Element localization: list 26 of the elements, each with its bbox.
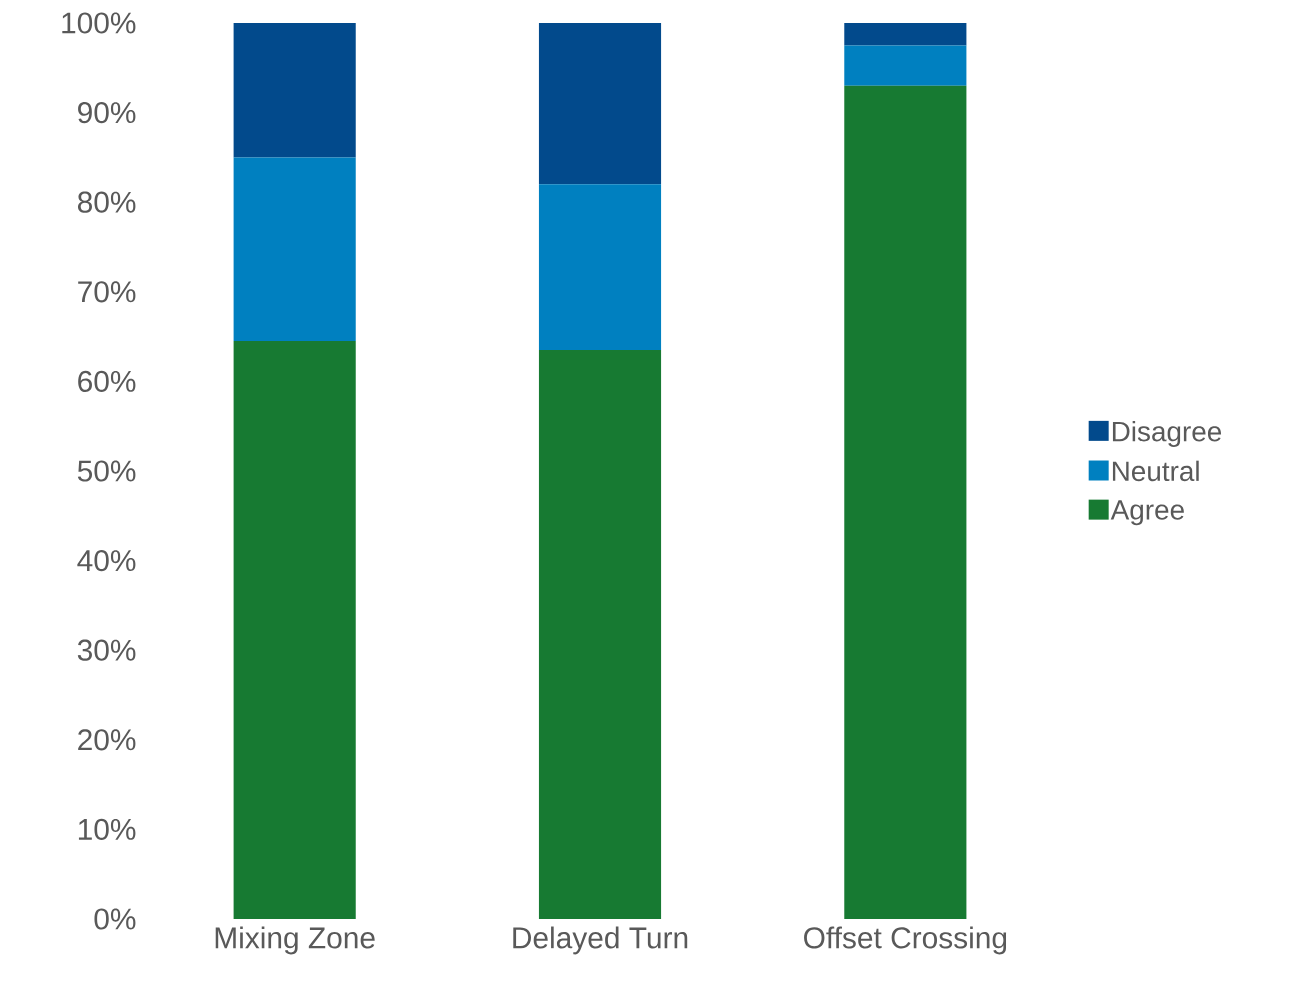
legend-label: Disagree (1112, 421, 1222, 448)
y-tick-label: 60% (78, 370, 136, 392)
bar (233, 157, 356, 342)
y-tick-label: 50% (77, 460, 136, 482)
bar (538, 350, 662, 919)
bar (538, 184, 662, 351)
bar (233, 341, 356, 919)
bar (538, 22, 662, 185)
y-tick-label: 90% (78, 102, 136, 124)
y-tick-label: 0% (94, 908, 136, 930)
y-tick-label: 10% (78, 818, 136, 840)
y-tick-label: 100% (62, 12, 136, 34)
x-tick-label: Offset Crossing (804, 926, 1007, 955)
legend-label: Neutral (1112, 460, 1199, 482)
x-tick-label: Mixing Zone (215, 926, 375, 955)
bar (844, 85, 967, 919)
y-tick-label: 80% (77, 191, 136, 213)
y-tick-label: 70% (78, 281, 136, 303)
bar (844, 22, 967, 46)
legend-label: Agree (1110, 500, 1184, 526)
y-tick-label: 30% (77, 639, 136, 661)
y-tick-label: 40% (77, 550, 136, 572)
y-tick-label: 20% (78, 729, 136, 751)
x-tick-label: Delayed Turn (513, 926, 688, 955)
bar (844, 45, 967, 86)
bar (233, 22, 356, 158)
